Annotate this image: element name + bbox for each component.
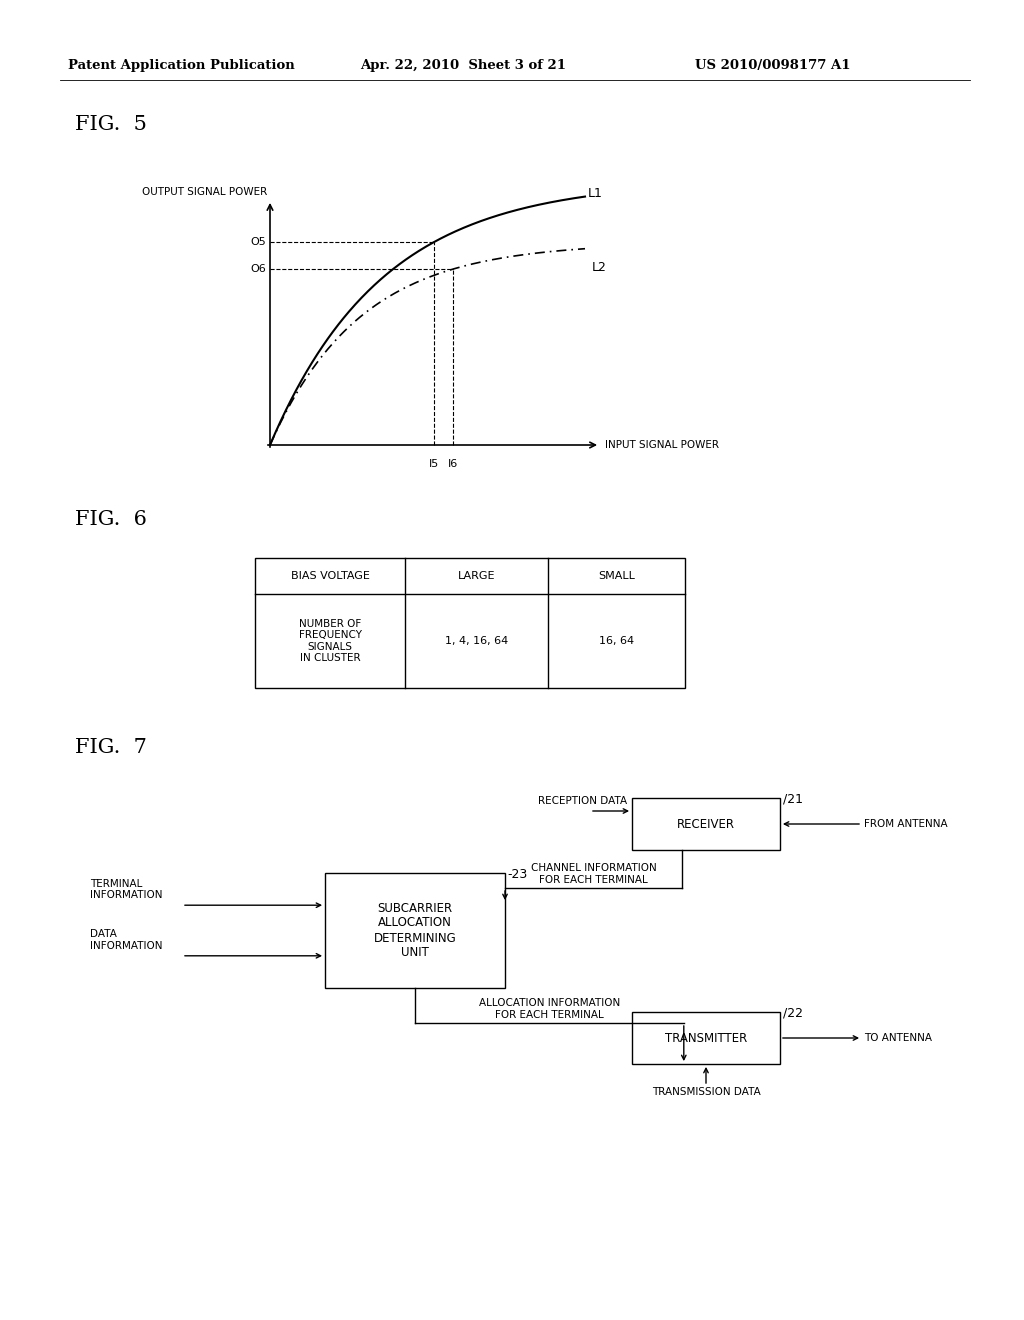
Text: FIG.  7: FIG. 7 xyxy=(75,738,146,756)
Bar xyxy=(632,1012,780,1064)
Text: OUTPUT SIGNAL POWER: OUTPUT SIGNAL POWER xyxy=(141,187,267,197)
Text: L1: L1 xyxy=(588,187,603,201)
Text: NUMBER OF
FREQUENCY
SIGNALS
IN CLUSTER: NUMBER OF FREQUENCY SIGNALS IN CLUSTER xyxy=(299,619,361,664)
Bar xyxy=(255,558,685,688)
Text: 1, 4, 16, 64: 1, 4, 16, 64 xyxy=(444,636,508,645)
Text: O6: O6 xyxy=(250,264,266,275)
Text: BIAS VOLTAGE: BIAS VOLTAGE xyxy=(291,572,370,581)
Text: TO ANTENNA: TO ANTENNA xyxy=(864,1034,932,1043)
Text: I6: I6 xyxy=(447,459,458,469)
Text: RECEPTION DATA: RECEPTION DATA xyxy=(538,796,627,807)
Text: L2: L2 xyxy=(592,261,607,275)
Text: DATA
INFORMATION: DATA INFORMATION xyxy=(90,929,163,950)
Text: FIG.  5: FIG. 5 xyxy=(75,115,146,135)
Text: I5: I5 xyxy=(429,459,439,469)
Text: TERMINAL
INFORMATION: TERMINAL INFORMATION xyxy=(90,879,163,900)
Text: ALLOCATION INFORMATION
FOR EACH TERMINAL: ALLOCATION INFORMATION FOR EACH TERMINAL xyxy=(479,998,620,1020)
Text: FROM ANTENNA: FROM ANTENNA xyxy=(864,818,947,829)
Text: RECEIVER: RECEIVER xyxy=(677,817,735,830)
Text: TRANSMITTER: TRANSMITTER xyxy=(665,1031,748,1044)
Text: SMALL: SMALL xyxy=(598,572,635,581)
Text: SUBCARRIER
ALLOCATION
DETERMINING
UNIT: SUBCARRIER ALLOCATION DETERMINING UNIT xyxy=(374,902,457,960)
Bar xyxy=(632,799,780,850)
Text: Apr. 22, 2010  Sheet 3 of 21: Apr. 22, 2010 Sheet 3 of 21 xyxy=(360,58,566,71)
Text: 16, 64: 16, 64 xyxy=(599,636,634,645)
Text: TRANSMISSION DATA: TRANSMISSION DATA xyxy=(651,1086,761,1097)
Text: Patent Application Publication: Patent Application Publication xyxy=(68,58,295,71)
Text: US 2010/0098177 A1: US 2010/0098177 A1 xyxy=(695,58,851,71)
Text: CHANNEL INFORMATION
FOR EACH TERMINAL: CHANNEL INFORMATION FOR EACH TERMINAL xyxy=(530,863,656,884)
Text: /21: /21 xyxy=(783,793,803,807)
Text: /22: /22 xyxy=(783,1007,803,1020)
Text: INPUT SIGNAL POWER: INPUT SIGNAL POWER xyxy=(605,440,719,450)
Text: -23: -23 xyxy=(507,869,527,880)
Bar xyxy=(325,873,505,987)
Text: LARGE: LARGE xyxy=(458,572,496,581)
Text: FIG.  6: FIG. 6 xyxy=(75,510,146,529)
Text: O5: O5 xyxy=(250,238,266,247)
